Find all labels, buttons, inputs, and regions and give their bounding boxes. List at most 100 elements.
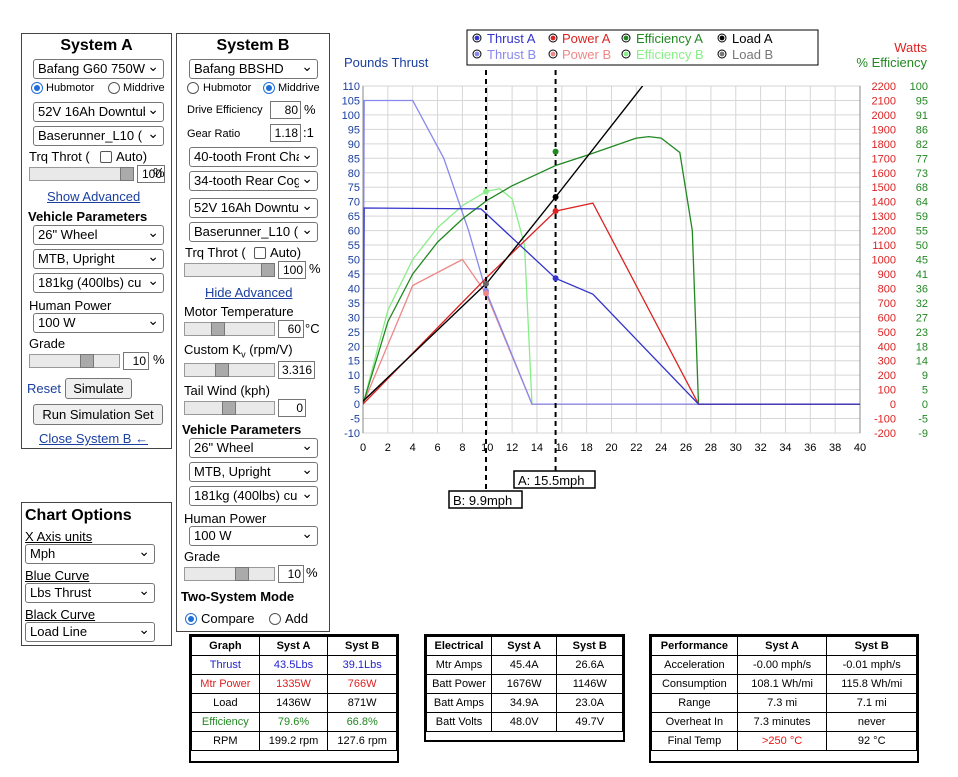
system-a-hubmotor-radio[interactable] <box>31 82 43 94</box>
close-system-b-link[interactable]: Close System B ← <box>39 431 149 446</box>
system-a-throttle-input[interactable]: 100 <box>137 165 165 183</box>
slider-thumb[interactable] <box>211 322 225 336</box>
add-radio[interactable] <box>269 613 281 625</box>
thrust-tick-label: 0 <box>354 399 360 411</box>
watts-tick-label: 200 <box>878 370 896 382</box>
drive-efficiency-input[interactable]: 80 <box>270 101 301 119</box>
tail-wind-slider[interactable] <box>184 401 275 415</box>
slider-thumb[interactable] <box>80 354 94 368</box>
legend-thrust-b: Thrust B <box>487 47 536 62</box>
table-row: Thrust 43.5Lbs 39.1Lbs <box>191 655 397 675</box>
thrust-tick-label: 50 <box>348 255 360 267</box>
system-a-weight-select[interactable]: 181kg (400lbs) cu <box>33 273 164 293</box>
system-b-throttle-input[interactable]: 100 <box>278 261 306 279</box>
system-b-throttle-slider[interactable] <box>184 263 275 277</box>
system-a-throttle-slider[interactable] <box>29 167 134 181</box>
compare-radio[interactable] <box>185 613 197 625</box>
x-tick-label: 0 <box>360 442 366 454</box>
system-b-middrive-radio[interactable] <box>263 82 275 94</box>
system-b-controller-select[interactable]: Baserunner_L10 ( <box>189 222 318 242</box>
custom-kv-input[interactable]: 3.316 <box>278 361 315 379</box>
efficiency-tick-label: 23 <box>916 327 928 339</box>
system-a-riding-select[interactable]: MTB, Upright <box>33 249 164 269</box>
thrust-tick-label: -5 <box>350 414 360 426</box>
eff-a-curve <box>363 135 860 405</box>
power-a-marker <box>552 208 559 215</box>
system-b-auto-checkbox[interactable] <box>254 247 266 259</box>
watts-tick-label: 800 <box>878 283 896 295</box>
thrust-tick-label: 85 <box>348 153 360 165</box>
table-header: Syst B <box>556 636 623 656</box>
slider-thumb[interactable] <box>261 263 275 277</box>
system-a-auto-checkbox[interactable] <box>100 151 112 163</box>
custom-kv-slider[interactable] <box>184 363 275 377</box>
efficiency-tick-label: 55 <box>916 226 928 238</box>
system-a-motor-select[interactable]: Bafang G60 750W <box>33 59 164 79</box>
load-b-marker <box>483 280 490 287</box>
efficiency-tick-label: 9 <box>922 370 928 382</box>
system-a-middrive-radio[interactable] <box>108 82 120 94</box>
simulate-button[interactable]: Simulate <box>65 378 132 399</box>
system-b-auto-label: Auto) <box>270 245 302 260</box>
slider-thumb[interactable] <box>215 363 229 377</box>
x-tick-label: 22 <box>630 442 642 454</box>
black-curve-label: Black Curve <box>25 607 96 622</box>
syst-b-value: 49.7V <box>556 712 623 732</box>
gear-ratio-input[interactable]: 1.18 <box>270 124 301 142</box>
system-b-hubmotor-radio[interactable] <box>187 82 199 94</box>
x-axis-units-select[interactable]: Mph <box>25 544 155 564</box>
slider-thumb[interactable] <box>120 167 134 181</box>
watts-tick-label: 100 <box>878 385 896 397</box>
row-label: Mtr Amps <box>426 655 492 675</box>
reset-link[interactable]: Reset <box>27 381 61 396</box>
hide-advanced-link[interactable]: Hide Advanced <box>205 285 293 300</box>
run-simulation-set-button[interactable]: Run Simulation Set <box>33 404 163 425</box>
system-a-battery-select[interactable]: 52V 16Ah Downtube <box>33 102 164 122</box>
cursor-b-box: B: 9.9mph <box>448 490 523 509</box>
table-header: Syst A <box>258 636 329 656</box>
thrust-tick-label: 110 <box>342 81 360 93</box>
gear-ratio-suffix: :1 <box>303 125 314 140</box>
legend-load-a: Load A <box>732 31 773 46</box>
system-b-weight-select[interactable]: 181kg (400lbs) cu <box>189 486 318 506</box>
rear-cog-select[interactable]: 34-tooth Rear Cog <box>189 171 318 191</box>
x-tick-label: 6 <box>434 442 440 454</box>
thrust-tick-label: 90 <box>348 139 360 151</box>
legend-load-a-dot <box>717 33 727 43</box>
thrust-a-curve <box>363 207 860 405</box>
syst-a-value: 7.3 mi <box>736 693 828 713</box>
system-b-grade-input[interactable]: 10 <box>278 565 304 583</box>
system-a-human-power-select[interactable]: 100 W <box>33 313 164 333</box>
system-a-controller-select[interactable]: Baserunner_L10 ( <box>33 126 164 146</box>
syst-a-value: 1676W <box>490 674 558 694</box>
motor-temperature-input[interactable]: 60 <box>278 320 304 338</box>
watts-tick-label: 2200 <box>872 81 896 93</box>
system-a-grade-slider[interactable] <box>29 354 120 368</box>
efficiency-axis-title: % Efficiency <box>856 55 927 70</box>
front-chainring-select[interactable]: 40-tooth Front Chainring <box>189 147 318 167</box>
system-b-riding-select[interactable]: MTB, Upright <box>189 462 318 482</box>
system-b-human-power-select[interactable]: 100 W <box>189 526 318 546</box>
tail-wind-input[interactable]: 0 <box>278 399 306 417</box>
system-a-wheel-select[interactable]: 26" Wheel <box>33 225 164 245</box>
blue-curve-select[interactable]: Lbs Thrust <box>25 583 155 603</box>
system-b-wheel-select[interactable]: 26" Wheel <box>189 438 318 458</box>
show-advanced-link[interactable]: Show Advanced <box>47 189 141 204</box>
thrust-tick-label: 65 <box>348 211 360 223</box>
thrust-tick-label: 5 <box>354 385 360 397</box>
slider-thumb[interactable] <box>235 567 249 581</box>
motor-temperature-slider[interactable] <box>184 322 275 336</box>
watts-tick-label: 1500 <box>872 182 896 194</box>
system-a-grade-input[interactable]: 10 <box>123 352 149 370</box>
syst-a-value: 43.5Lbs <box>258 655 329 675</box>
table-row: Load 1436W 871W <box>191 693 397 713</box>
system-b-motor-select[interactable]: Bafang BBSHD <box>189 59 318 79</box>
power-a-curve <box>363 202 860 405</box>
percent-label: % <box>153 165 165 180</box>
slider-thumb[interactable] <box>222 401 236 415</box>
efficiency-tick-label: 32 <box>916 298 928 310</box>
system-b-battery-select[interactable]: 52V 16Ah Downtube <box>189 198 318 218</box>
system-b-grade-slider[interactable] <box>184 567 275 581</box>
black-curve-select[interactable]: Load Line <box>25 622 155 642</box>
x-tick-label: 32 <box>754 442 766 454</box>
